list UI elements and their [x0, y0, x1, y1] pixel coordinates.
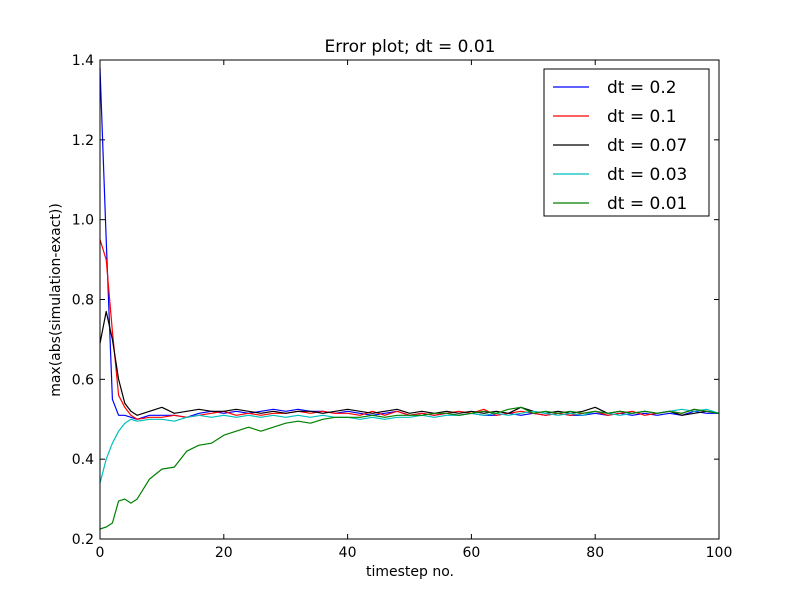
y-tick-label: 1.2	[72, 133, 94, 149]
legend-box	[543, 68, 710, 217]
y-tick-label: 1.4	[72, 53, 94, 69]
x-tick-label: 100	[706, 545, 733, 561]
chart-title: Error plot; dt = 0.01	[325, 37, 496, 57]
y-axis-label: max(abs(simulation-exact))	[48, 203, 64, 397]
y-tick-label: 0.2	[72, 532, 94, 548]
series-line-3	[99, 408, 720, 484]
y-axis: 0.2 0.4 0.6 0.8 1.0 1.2 1.4	[72, 53, 719, 548]
y-tick-label: 1.0	[72, 213, 94, 229]
x-tick-label: 80	[586, 545, 604, 561]
x-axis: 0 20 40 60 80 100	[96, 60, 733, 561]
legend-label: dt = 0.01	[607, 194, 687, 214]
x-tick-label: 20	[215, 545, 233, 561]
series-line-4	[99, 406, 720, 530]
legend-label: dt = 0.03	[607, 165, 687, 185]
series-line-1	[99, 239, 720, 420]
series-layer	[99, 67, 720, 530]
legend-label: dt = 0.2	[607, 78, 677, 98]
y-tick-label: 0.8	[72, 293, 94, 309]
x-axis-label: timestep no.	[366, 564, 454, 580]
legend-label: dt = 0.07	[607, 136, 687, 156]
legend: dt = 0.2 dt = 0.1 dt = 0.07 dt = 0.03 dt = 0…	[543, 68, 710, 217]
x-tick-label: 60	[462, 545, 480, 561]
x-tick-label: 40	[339, 545, 357, 561]
y-tick-label: 0.6	[72, 372, 94, 388]
legend-label: dt = 0.1	[607, 107, 677, 127]
y-tick-label: 0.4	[72, 452, 94, 468]
x-tick-label: 0	[96, 545, 105, 561]
